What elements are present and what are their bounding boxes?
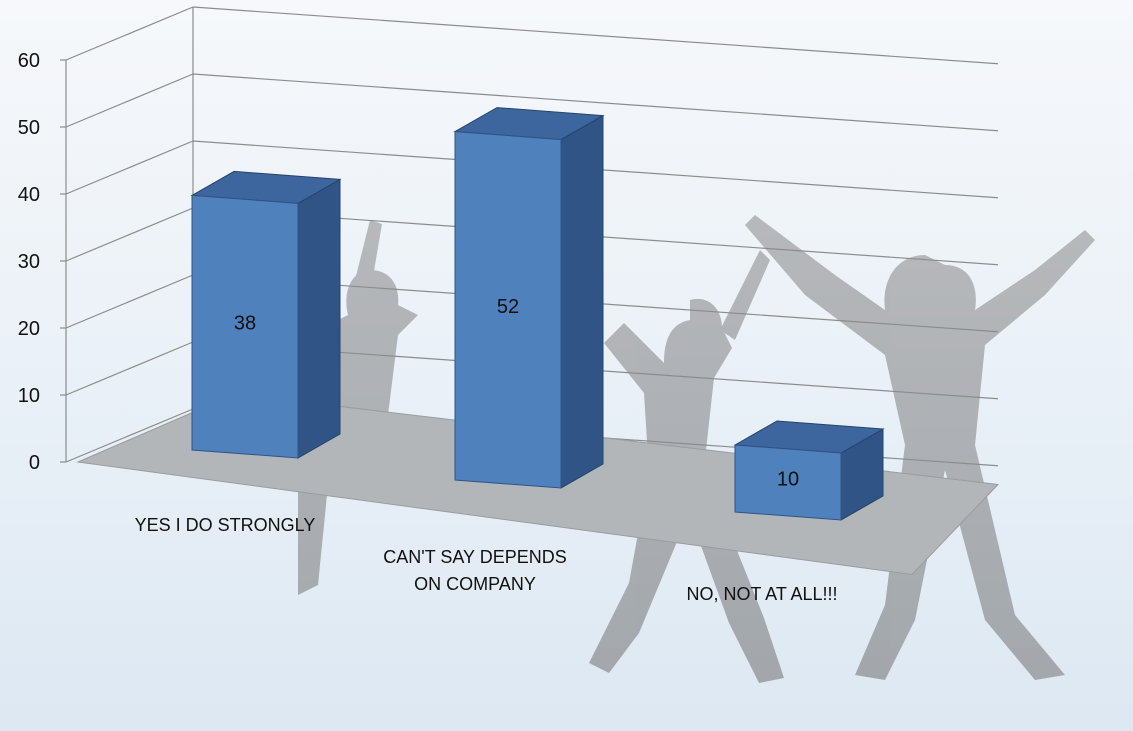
bar-front-face <box>734 444 842 521</box>
category-label: CAN'T SAY DEPENDS <box>383 547 567 567</box>
y-tick-label: 40 <box>18 184 40 206</box>
y-axis: 0 10 20 30 40 50 60 <box>18 7 194 474</box>
y-tick-label: 30 <box>18 251 40 273</box>
y-tick-label: 20 <box>18 318 40 340</box>
labels: 38 52 10 YES I DO STRONGLY CAN'T SAY DEPENDS… <box>135 296 838 604</box>
category-label: NO, NOT AT ALL!!! <box>686 584 837 604</box>
bar-1 <box>453 107 605 489</box>
y-tick-label: 50 <box>18 117 40 139</box>
bar-front-face <box>191 194 299 459</box>
bars <box>190 107 885 521</box>
bar-2 <box>733 420 885 521</box>
bar-side-face <box>297 178 341 459</box>
data-label: 10 <box>777 469 799 491</box>
y-tick-label: 10 <box>18 385 40 407</box>
data-label: 38 <box>234 313 256 335</box>
y-tick-label: 0 <box>29 452 40 474</box>
gridline-side <box>65 274 194 329</box>
category-label: ON COMPANY <box>414 574 536 594</box>
gridline-side <box>65 408 194 463</box>
bar-front-face <box>454 131 562 489</box>
gridline-side <box>65 341 194 396</box>
bar-0 <box>190 170 342 459</box>
gridline-back <box>192 73 999 132</box>
data-label: 52 <box>497 296 519 318</box>
gridline-back <box>192 6 999 65</box>
category-label: YES I DO STRONGLY <box>135 515 316 535</box>
bar-side-face <box>560 114 604 489</box>
gridline-side <box>65 73 194 128</box>
y-tick-label: 60 <box>18 50 40 72</box>
gridline-side <box>65 6 194 61</box>
gridline-side <box>65 207 194 262</box>
gridline-side <box>65 140 194 195</box>
